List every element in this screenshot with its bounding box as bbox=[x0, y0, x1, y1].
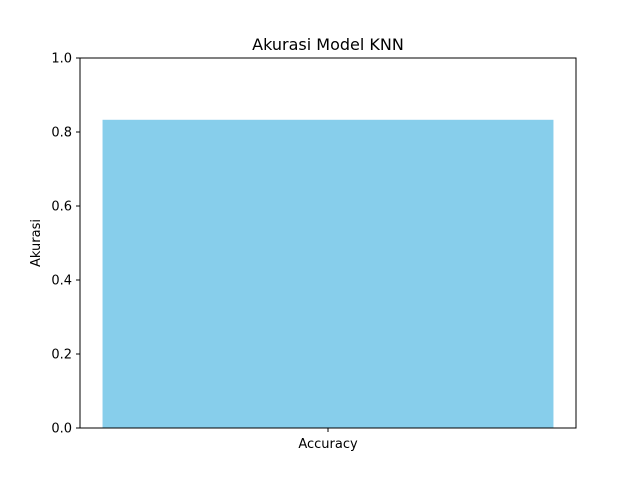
y-tick-label: 0.8 bbox=[51, 126, 72, 141]
y-axis-title: Akurasi bbox=[29, 219, 44, 267]
y-tick-label: 0.6 bbox=[51, 200, 72, 215]
x-axis: Accuracy bbox=[298, 428, 358, 452]
bar-accuracy bbox=[102, 119, 554, 428]
y-tick-label: 0.2 bbox=[51, 348, 72, 363]
y-tick-label: 1.0 bbox=[51, 52, 72, 67]
y-tick-label: 0.0 bbox=[51, 422, 72, 437]
y-tick-label: 0.4 bbox=[51, 274, 72, 289]
x-tick-label: Accuracy bbox=[298, 437, 358, 452]
bars-group bbox=[102, 119, 554, 428]
chart-title: Akurasi Model KNN bbox=[252, 35, 404, 54]
y-axis: 0.0 0.2 0.4 0.6 0.8 1.0 bbox=[51, 52, 80, 437]
